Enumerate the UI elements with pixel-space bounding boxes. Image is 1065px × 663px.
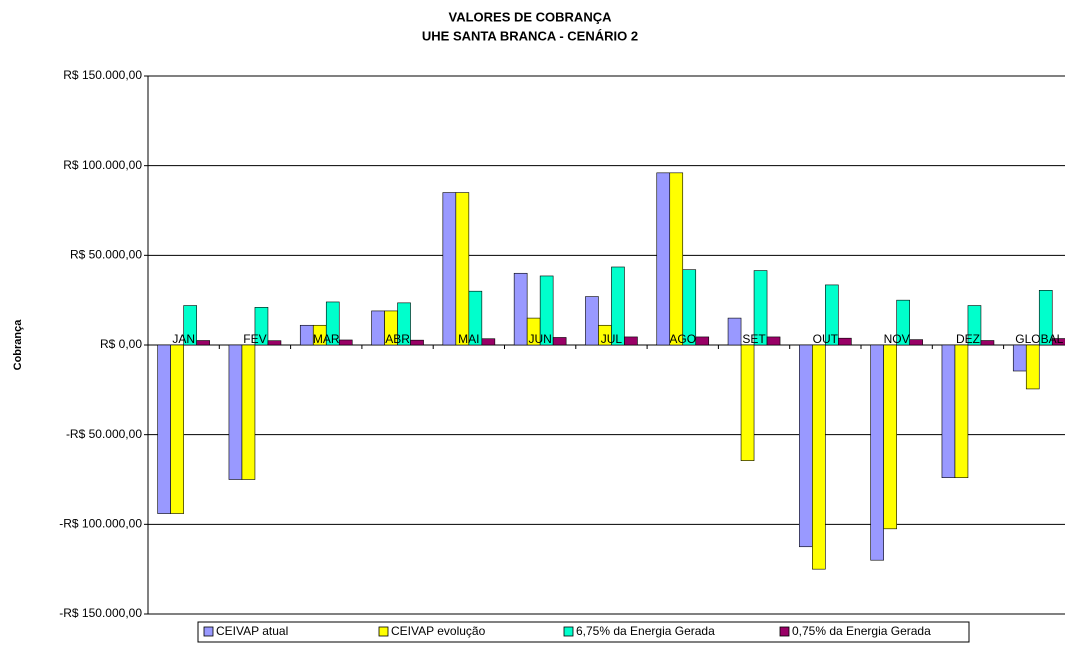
bar bbox=[1025, 344, 1040, 390]
legend-swatch bbox=[779, 626, 790, 637]
bar bbox=[624, 336, 638, 346]
y-axis-title: Cobrança bbox=[12, 319, 24, 371]
y-tick-label: -R$ 150.000,00 bbox=[59, 606, 142, 620]
bar bbox=[766, 336, 781, 346]
y-tick-label: R$ 150.000,00 bbox=[63, 68, 142, 82]
bar bbox=[299, 324, 314, 346]
chart-title: VALORES DE COBRANÇA bbox=[449, 9, 613, 24]
bar bbox=[740, 344, 755, 461]
bar bbox=[682, 269, 697, 346]
chart-subtitle: UHE SANTA BRANCA - CENÁRIO 2 bbox=[422, 28, 638, 43]
legend-label: CEIVAP atual bbox=[216, 624, 288, 638]
bar bbox=[552, 337, 567, 346]
bar bbox=[468, 290, 483, 346]
bar bbox=[241, 344, 256, 480]
bar bbox=[196, 340, 210, 346]
bar bbox=[838, 337, 852, 346]
bar bbox=[338, 339, 353, 346]
x-tick-label: JUN bbox=[528, 332, 551, 346]
legend-swatch bbox=[378, 626, 389, 637]
bar bbox=[611, 266, 625, 346]
legend-swatch bbox=[203, 626, 214, 637]
bar bbox=[941, 344, 956, 479]
x-tick-label: JAN bbox=[172, 332, 195, 346]
bar bbox=[1012, 344, 1027, 372]
bar bbox=[669, 172, 684, 346]
bar bbox=[954, 344, 969, 479]
bar bbox=[254, 307, 269, 346]
bar bbox=[870, 344, 884, 561]
x-tick-label: ABR bbox=[385, 332, 410, 346]
bar bbox=[170, 344, 184, 514]
bar bbox=[909, 339, 923, 346]
x-tick-label: MAI bbox=[458, 332, 479, 346]
bar bbox=[183, 305, 197, 346]
x-tick-label: MAR bbox=[313, 332, 340, 346]
bar bbox=[727, 317, 742, 346]
legend-label: CEIVAP evolução bbox=[391, 624, 486, 638]
y-tick-label: R$ 50.000,00 bbox=[70, 248, 142, 262]
bar bbox=[410, 339, 424, 346]
x-tick-label: JUL bbox=[601, 332, 623, 346]
bar bbox=[656, 172, 671, 346]
bar bbox=[753, 270, 768, 346]
bar bbox=[539, 275, 554, 346]
x-tick-label: DEZ bbox=[956, 332, 980, 346]
legend-label: 6,75% da Energia Gerada bbox=[576, 624, 715, 638]
bar bbox=[883, 344, 897, 530]
x-tick-label: GLOBAL bbox=[1015, 332, 1063, 346]
bar bbox=[812, 344, 826, 570]
bar bbox=[371, 310, 385, 346]
bar bbox=[825, 284, 839, 346]
bar bbox=[325, 301, 340, 346]
x-tick-label: NOV bbox=[884, 332, 910, 346]
bar bbox=[1038, 290, 1053, 346]
bar bbox=[455, 192, 470, 346]
x-tick-label: SET bbox=[742, 332, 766, 346]
y-tick-label: -R$ 50.000,00 bbox=[66, 427, 142, 441]
bar bbox=[799, 344, 813, 548]
bar bbox=[513, 272, 528, 346]
y-tick-label: R$ 0,00 bbox=[100, 337, 142, 351]
bar bbox=[1051, 338, 1065, 346]
bar bbox=[481, 338, 496, 346]
bar bbox=[896, 299, 910, 346]
bar bbox=[695, 336, 710, 346]
x-tick-label: OUT bbox=[813, 332, 839, 346]
bar bbox=[397, 302, 411, 346]
y-tick-label: R$ 100.000,00 bbox=[63, 158, 142, 172]
bar bbox=[967, 305, 982, 346]
x-tick-label: FEV bbox=[243, 332, 266, 346]
y-tick-label: -R$ 100.000,00 bbox=[59, 517, 142, 531]
bar bbox=[442, 192, 457, 346]
legend-label: 0,75% da Energia Gerada bbox=[792, 624, 931, 638]
legend-swatch bbox=[563, 626, 574, 637]
bar bbox=[585, 296, 599, 346]
bar bbox=[157, 344, 171, 514]
x-tick-label: AGO bbox=[669, 332, 696, 346]
legend-box bbox=[197, 621, 970, 643]
bar bbox=[228, 344, 243, 480]
bar bbox=[980, 340, 995, 346]
bar bbox=[267, 340, 282, 346]
